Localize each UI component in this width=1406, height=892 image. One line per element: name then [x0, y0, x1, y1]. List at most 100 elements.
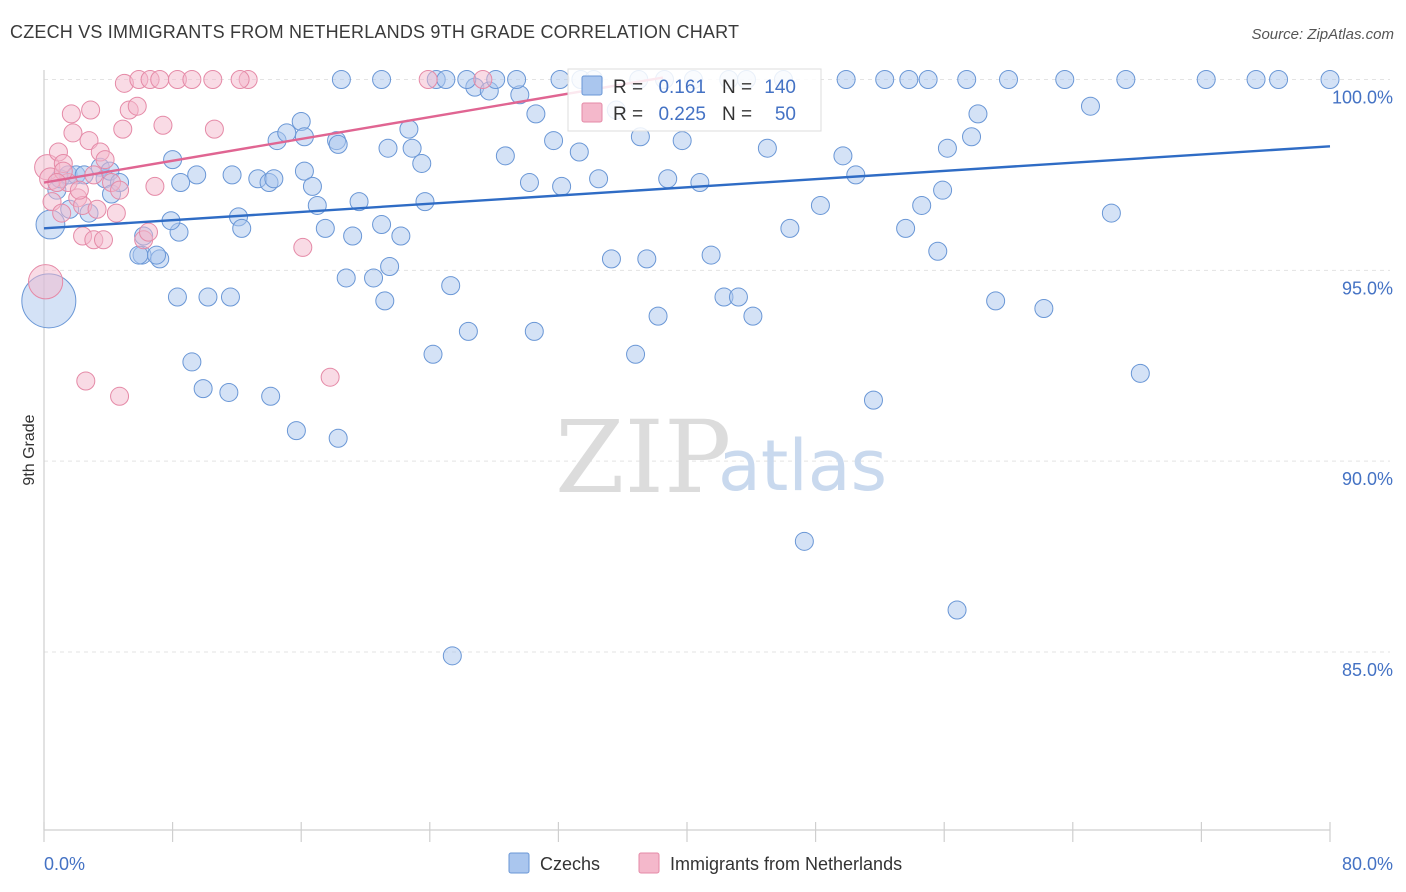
stats-n-label-netherlands: N =	[722, 104, 752, 125]
czechs-point	[999, 70, 1018, 89]
czechs-point	[222, 165, 242, 185]
x-tick-max: 80.0%	[1342, 854, 1393, 874]
czechs-point	[187, 165, 207, 185]
czechs-point	[442, 646, 462, 666]
czechs-point	[757, 138, 777, 158]
czechs-point	[937, 138, 957, 158]
czechs-point	[402, 138, 422, 158]
czechs-point	[836, 70, 856, 89]
netherlands-point	[76, 371, 96, 391]
czechs-point	[171, 173, 191, 193]
czechs-point	[519, 173, 539, 193]
czechs-point	[780, 218, 800, 238]
czechs-point	[436, 70, 456, 89]
czechs-point	[690, 173, 710, 193]
netherlands-point	[138, 222, 158, 242]
legend-label-netherlands: Immigrants from Netherlands	[670, 854, 902, 874]
czechs-point	[193, 379, 213, 399]
czechs-point	[415, 192, 435, 212]
czechs-point	[957, 70, 977, 89]
czechs-point	[458, 321, 478, 341]
watermark-atlas: atlas	[718, 425, 887, 507]
czechs-point	[896, 218, 916, 238]
czechs-point	[569, 142, 589, 162]
czechs-point	[198, 287, 218, 307]
stats-r-value-czechs: 0.161	[658, 77, 706, 98]
netherlands-point	[61, 104, 81, 124]
czechs-point	[1320, 70, 1340, 89]
czechs-point	[1269, 70, 1289, 89]
czechs-point	[286, 421, 306, 441]
netherlands-point	[293, 237, 313, 257]
czechs-point	[743, 306, 763, 326]
netherlands-point	[81, 100, 101, 120]
chart-title: CZECH VS IMMIGRANTS FROM NETHERLANDS 9TH…	[10, 22, 739, 42]
czechs-point	[380, 257, 400, 277]
czechs-point	[846, 165, 866, 185]
czechs-point	[589, 169, 609, 189]
czechs-point	[302, 176, 322, 196]
y-tick-label: 90.0%	[1342, 469, 1393, 489]
netherlands-point	[110, 386, 130, 406]
stats-legend: R = 0.161 N = 140 R = 0.225 N = 50	[567, 68, 822, 132]
y-tick-label: 100.0%	[1332, 88, 1393, 108]
czechs-point	[875, 70, 895, 89]
bottom-legend: Czechs Immigrants from Netherlands	[508, 852, 902, 874]
czechs-point	[261, 386, 281, 406]
stats-n-label-czechs: N =	[722, 77, 752, 98]
netherlands-point	[93, 230, 113, 250]
czechs-point	[863, 390, 883, 410]
netherlands-point	[145, 176, 165, 196]
stats-n-value-czechs: 140	[764, 77, 796, 98]
czechs-point	[372, 70, 392, 89]
czechs-point	[728, 287, 748, 307]
czechs-point	[412, 153, 432, 173]
czechs-point	[626, 344, 646, 364]
stats-n-value-netherlands: 50	[775, 104, 796, 125]
czechs-point	[315, 218, 335, 238]
czechs-point	[962, 127, 982, 147]
czechs-point	[928, 241, 948, 261]
netherlands-point	[52, 203, 72, 223]
czechs-point	[220, 287, 240, 307]
legend-label-czechs: Czechs	[540, 854, 600, 874]
czechs-point	[933, 180, 953, 200]
stats-swatch-czechs	[581, 75, 603, 96]
czechs-point	[391, 226, 411, 246]
czechs-point	[331, 70, 351, 89]
czechs-point	[219, 382, 239, 402]
czechs-point	[328, 428, 348, 448]
czechs-point	[601, 249, 621, 269]
netherlands-point	[79, 131, 99, 151]
czechs-point	[1196, 70, 1216, 89]
czechs-point	[364, 268, 384, 288]
czechs-point	[550, 70, 570, 89]
netherlands-point	[204, 119, 224, 139]
netherlands-point	[150, 70, 170, 89]
czechs-point	[147, 245, 167, 265]
czechs-point	[968, 104, 988, 124]
czechs-point	[912, 195, 932, 215]
czechs-point	[899, 70, 919, 89]
czechs-point	[336, 268, 356, 288]
legend-swatch-netherlands	[638, 852, 660, 874]
stats-r-label-netherlands: R =	[613, 104, 643, 125]
czechs-point	[701, 245, 721, 265]
stats-r-value-netherlands: 0.225	[658, 104, 706, 125]
czechs-point	[1034, 299, 1054, 318]
x-tick-min: 0.0%	[44, 854, 85, 874]
netherlands-point	[153, 115, 173, 135]
netherlands-point	[63, 123, 83, 143]
netherlands-point	[230, 70, 250, 89]
y-tick-label: 85.0%	[1342, 660, 1393, 680]
czechs-points	[21, 70, 1340, 666]
czechs-point	[423, 344, 443, 364]
czechs-point	[372, 215, 392, 235]
czechs-point	[552, 176, 572, 196]
netherlands-trend-line	[43, 76, 664, 184]
stats-swatch-netherlands	[581, 102, 603, 123]
czechs-point	[658, 169, 678, 189]
netherlands-point	[473, 70, 493, 89]
czechs-trend-line	[43, 145, 1331, 230]
netherlands-point	[203, 70, 223, 89]
